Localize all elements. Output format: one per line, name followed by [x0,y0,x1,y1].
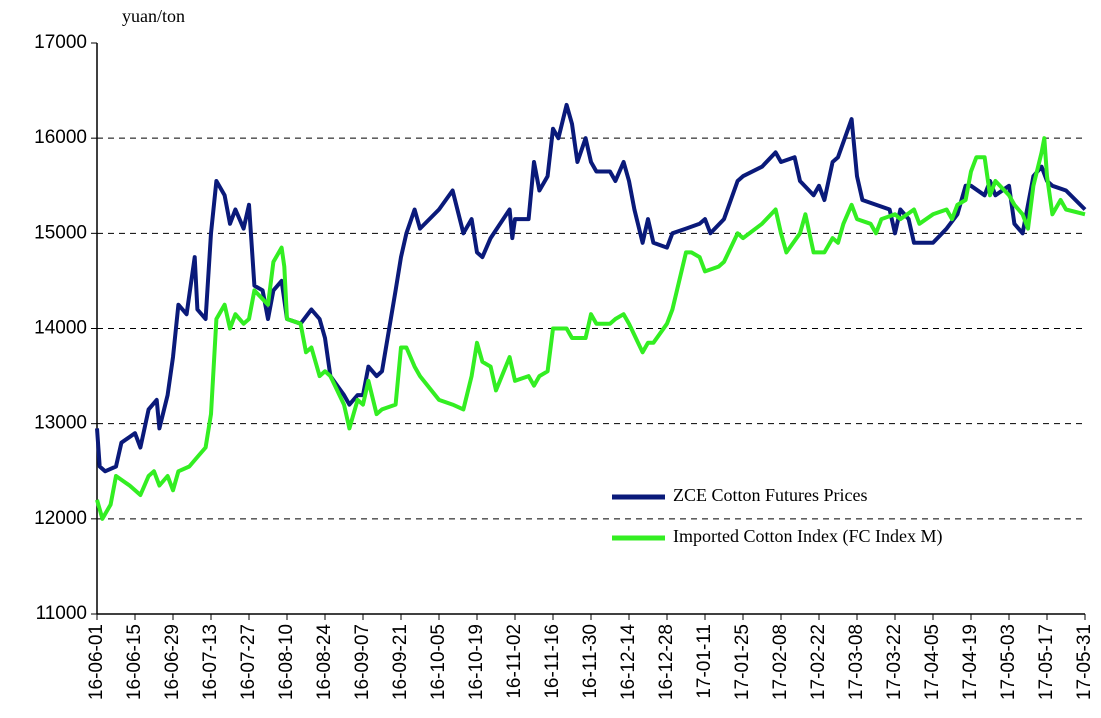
legend-label: Imported Cotton Index (FC Index M) [673,526,942,547]
x-tick-label: 16-10-05 [428,624,449,700]
x-tick-label: 16-09-21 [390,624,411,700]
x-tick-label: 17-03-22 [884,624,905,700]
x-tick-label: 16-11-30 [580,624,601,699]
y-tick-label: 14000 [34,318,87,339]
y-tick-label: 16000 [34,127,87,148]
x-tick-label: 16-12-14 [618,624,639,700]
legend-label: ZCE Cotton Futures Prices [673,485,868,505]
x-tick-label: 16-07-27 [238,624,259,700]
y-tick-label: 13000 [34,413,87,434]
x-tick-label: 16-12-28 [656,624,677,700]
x-tick-label: 17-02-22 [808,624,829,700]
x-tick-label: 17-05-03 [998,624,1019,700]
x-tick-label: 16-11-16 [542,624,563,699]
y-unit-label: yuan/ton [122,6,185,26]
x-tick-label: 16-06-01 [86,624,107,700]
x-tick-label: 17-05-17 [1036,624,1057,700]
x-tick-label: 16-10-19 [466,624,487,700]
x-tick-label: 16-09-07 [352,624,373,700]
x-tick-label: 16-07-13 [200,624,221,700]
x-tick-label: 16-11-02 [504,624,525,699]
x-tick-label: 17-04-19 [960,624,981,700]
x-tick-label: 16-08-24 [314,624,335,700]
series-line [95,136,1086,521]
x-tick-label: 17-01-11 [694,624,715,699]
x-tick-label: 17-05-31 [1074,624,1095,700]
x-tick-label: 16-06-15 [124,624,145,700]
x-tick-label: 17-04-05 [922,624,943,700]
y-tick-label: 12000 [34,508,87,529]
x-tick-label: 17-01-25 [732,624,753,700]
x-tick-label: 16-06-29 [162,624,183,700]
x-tick-label: 16-08-10 [276,624,297,700]
y-tick-label: 17000 [34,32,87,53]
x-tick-label: 17-03-08 [846,624,867,700]
y-tick-label: 11000 [36,603,87,624]
y-tick-label: 15000 [34,222,87,243]
series-line [95,102,1087,474]
x-tick-label: 17-02-08 [770,624,791,700]
